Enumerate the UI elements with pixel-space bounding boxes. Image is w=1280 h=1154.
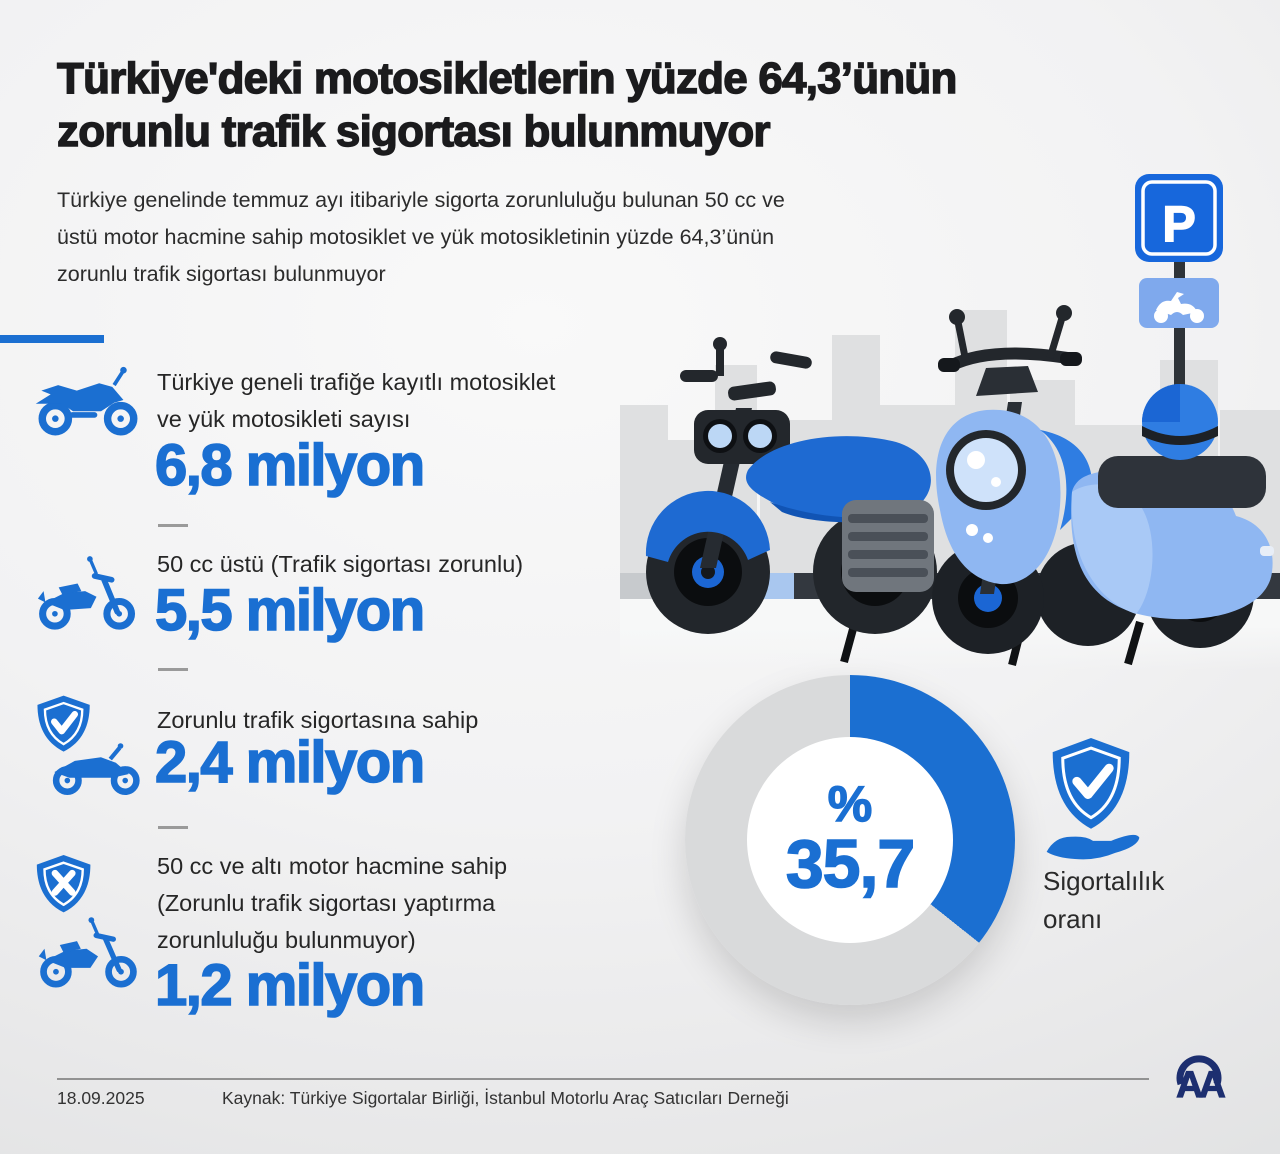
divider bbox=[158, 524, 188, 527]
stat-label: 50 cc ve altı motor hacmine sahip (Zorun… bbox=[157, 853, 508, 953]
shield-x-scooter-icon bbox=[36, 855, 137, 988]
subtitle-line3: zorunlu trafik sigortası bulunmuyor bbox=[57, 262, 386, 286]
motorcycle-blue bbox=[932, 305, 1140, 666]
scooter-icon bbox=[37, 556, 136, 630]
anadolu-agency-logo: AA bbox=[1176, 1055, 1230, 1104]
page-title: Türkiye'deki motosikletlerin yüzde 64,3’… bbox=[56, 52, 1217, 158]
parking-sign-letter: P bbox=[1162, 196, 1195, 252]
shield-hand-icon bbox=[1046, 738, 1140, 860]
helmet bbox=[1142, 384, 1218, 460]
footer-source: Kaynak: Türkiye Sigortalar Birliği, İsta… bbox=[222, 1088, 789, 1108]
motorcycle-parking-illustration: P bbox=[620, 174, 1280, 670]
page-title-line2: zorunlu trafik sigortası bulunmuyor bbox=[56, 106, 771, 156]
footer-rule bbox=[57, 1078, 1149, 1080]
parking-sign: P bbox=[1135, 174, 1223, 262]
chart-caption: Sigortalılık oranı bbox=[1043, 866, 1165, 934]
stat-value: 1,2 milyon bbox=[154, 953, 426, 1018]
percent-sign: % bbox=[827, 776, 873, 833]
scooter-parking-plate bbox=[1139, 278, 1219, 328]
percent-value: 35,7 bbox=[785, 826, 916, 903]
divider bbox=[158, 668, 188, 671]
footer-date: 18.09.2025 bbox=[57, 1088, 145, 1108]
divider bbox=[158, 826, 188, 829]
donut-center: % 35,7 bbox=[747, 737, 953, 943]
stat-value: 2,4 milyon bbox=[154, 730, 426, 795]
subtitle-line2: üstü motor hacmine sahip motosiklet ve y… bbox=[57, 225, 775, 249]
shield-check-motorcycle-icon bbox=[37, 695, 140, 795]
accent-bar bbox=[0, 335, 104, 343]
page-title-line1: Türkiye'deki motosikletlerin yüzde 64,3’… bbox=[56, 53, 958, 103]
agency-logo-text: AA bbox=[1176, 1064, 1225, 1104]
insurance-donut-chart: % 35,7 bbox=[685, 675, 1015, 1005]
plate-scooter-glyph bbox=[1156, 292, 1197, 315]
stat-label: Türkiye geneli trafiğe kayıtlı motosikle… bbox=[157, 369, 556, 432]
subtitle: Türkiye genelinde temmuz ayı itibariyle … bbox=[57, 182, 997, 293]
subtitle-line1: Türkiye genelinde temmuz ayı itibariyle … bbox=[57, 188, 785, 212]
stat-value: 6,8 milyon bbox=[154, 433, 426, 498]
motorcycle-dark-blue bbox=[645, 337, 937, 664]
stat-label: 50 cc üstü (Trafik sigortası zorunlu) bbox=[157, 551, 524, 577]
scooter-light-blue bbox=[1071, 384, 1274, 666]
motorcycle-icon bbox=[35, 366, 138, 436]
stat-label: Zorunlu trafik sigortasına sahip bbox=[157, 707, 479, 733]
stat-value: 5,5 milyon bbox=[154, 578, 426, 643]
